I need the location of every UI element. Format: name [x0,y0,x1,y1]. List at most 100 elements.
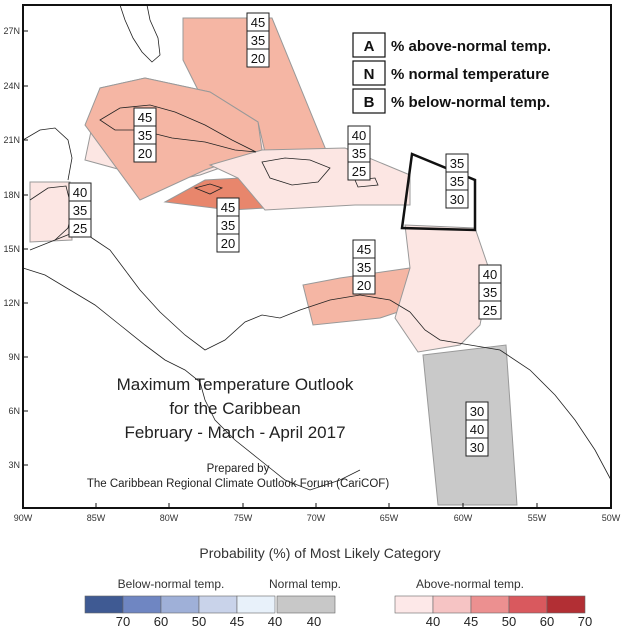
colorbar-swatch [470,595,510,614]
colorbar-tick: 40 [307,614,321,629]
coast-central-america [29,229,411,351]
prob-cell [445,189,469,209]
colorbar-swatch [276,595,336,614]
region-belize [29,181,73,243]
coast-jamaica [193,183,224,195]
prob-cell [465,437,489,457]
prob-box-bahamas: 45 35 20 [246,12,270,68]
title-line-1: Maximum Temperature Outlook [117,375,354,394]
prob-value: 45 [357,242,371,257]
lat-tick-label: 12N [3,298,20,308]
lat-tick-label: 21N [3,135,20,145]
prob-cell [478,300,502,320]
lon-tick-label: 50W [602,513,621,523]
probability-boxes: 45 35 20 45 35 20 40 35 25 45 35 20 40 35 25 35 35 30 45 35… [68,12,502,457]
prob-value: 35 [357,260,371,275]
prob-value: 25 [483,303,497,318]
colorbar-group-label: Normal temp. [269,577,341,591]
coast-hispaniola [261,157,331,186]
prob-value: 45 [138,110,152,125]
coast-south-america [409,311,612,481]
prob-cell [347,161,371,181]
colorbar-tick: 45 [464,614,478,629]
lon-tick-label: 80W [160,513,179,523]
legend-desc: % above-normal temp. [391,38,551,55]
prob-cell [352,275,376,295]
category-legend: A % above-normal temp. N % normal temperatu… [352,32,551,114]
lat-tick-label: 15N [3,244,20,254]
legend-key-box [352,60,386,86]
coast-pacific [22,267,361,491]
colorbar-swatch [122,595,162,614]
lon-tick-label: 60W [454,513,473,523]
prob-value: 20 [251,51,265,66]
colorbar-swatch [508,595,548,614]
lat-tick-label: 9N [8,352,20,362]
prob-value: 20 [357,278,371,293]
prob-cell [133,143,157,163]
prob-value: 35 [251,33,265,48]
prob-value: 35 [450,156,464,171]
prob-value: 35 [352,146,366,161]
colorbar-group-label: Above-normal temp. [416,577,524,591]
colorbar: Below-normal temp. 70 60 50 45 40 Normal temp.… [84,577,592,629]
prob-value: 30 [470,404,484,419]
prob-value: 35 [138,128,152,143]
legend-key: A [364,38,375,55]
prob-value: 20 [138,146,152,161]
prob-value: 25 [352,164,366,179]
region-windward [394,224,491,353]
prepared-by: Prepared by [207,463,270,475]
colorbar-swatch [432,595,472,614]
colorbar-tick: 40 [426,614,440,629]
map-border [22,4,612,509]
colorbar-tick: 40 [268,614,282,629]
prob-box-belize: 40 35 25 [68,182,92,238]
lon-tick-label: 75W [234,513,253,523]
coast-gulf-mexico [22,127,73,181]
lat-tick-label: 6N [8,406,20,416]
prob-box-jamaica: 45 35 20 [216,197,240,253]
prob-value: 35 [221,218,235,233]
prob-box-leeward-islands: 35 35 30 [445,153,469,209]
colorbar-title: Probability (%) of Most Likely Category [199,545,440,561]
prob-value: 30 [450,192,464,207]
prob-value: 40 [470,422,484,437]
lat-tick-label: 18N [3,190,20,200]
prob-value: 25 [73,221,87,236]
colorbar-tick: 70 [116,614,130,629]
prob-cell [246,48,270,68]
probability-regions [29,17,518,506]
prob-value: 35 [73,203,87,218]
coast-florida [119,4,161,63]
prob-value: 40 [352,128,366,143]
colorbar-tick: 50 [502,614,516,629]
legend-desc: % below-normal temp. [391,94,550,111]
prob-value: 40 [483,267,497,282]
prob-cell [216,233,240,253]
lat-tick-label: 3N [8,460,20,470]
legend-key: N [364,66,375,83]
prob-value: 45 [251,15,265,30]
lon-tick-label: 85W [87,513,106,523]
lon-tick-label: 55W [528,513,547,523]
title-line-2: for the Caribbean [169,399,300,418]
colorbar-swatch [236,595,276,614]
prob-box-windward-islands-and-trinidad: 40 35 25 [478,264,502,320]
prob-box-hispaniola-and-puerto-rico: 40 35 25 [347,125,371,181]
prob-value: 35 [450,174,464,189]
legend-key-box [352,32,386,58]
colorbar-swatch [394,595,434,614]
colorbar-tick: 60 [540,614,554,629]
legend-desc: % normal temperature [391,66,549,83]
colorbar-tick: 45 [230,614,244,629]
colorbar-swatch [546,595,586,614]
colorbar-group-label: Below-normal temp. [118,577,225,591]
lon-tick-label: 70W [307,513,326,523]
lat-tick-label: 27N [3,26,20,36]
colorbar-tick: 70 [578,614,592,629]
longitude-ticks: 90W 85W 80W 75W 70W 65W 60W 55W 50W [14,503,621,523]
colorbar-tick: 60 [154,614,168,629]
colorbar-swatch [160,595,200,614]
colorbar-swatch [198,595,238,614]
